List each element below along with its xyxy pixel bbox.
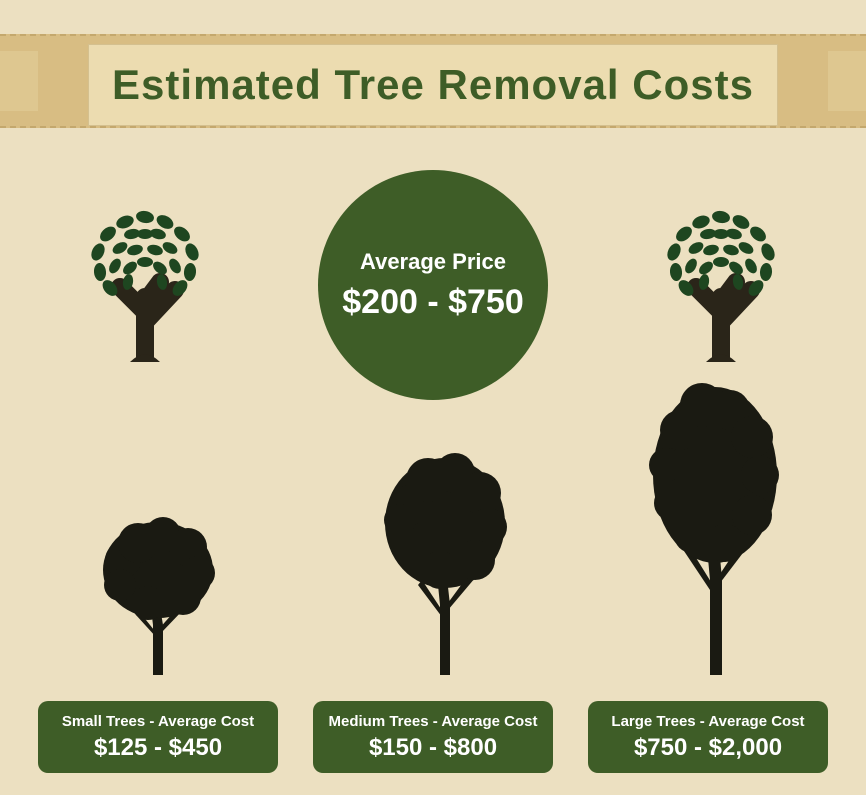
average-price-label: Average Price	[360, 249, 506, 275]
large-tree-card: Large Trees - Average Cost $750 - $2,000	[588, 701, 828, 773]
large-tree-icon	[630, 375, 800, 675]
small-tree-card: Small Trees - Average Cost $125 - $450	[38, 701, 278, 773]
page-title: Estimated Tree Removal Costs	[112, 61, 754, 109]
small-tree-label: Small Trees - Average Cost	[62, 713, 254, 730]
average-price-circle: Average Price $200 - $750	[318, 170, 548, 400]
title-card: Estimated Tree Removal Costs	[88, 44, 778, 126]
average-price-value: $200 - $750	[342, 283, 524, 322]
decorative-tree-icon	[636, 182, 806, 362]
medium-tree-icon	[370, 445, 520, 675]
medium-tree-label: Medium Trees - Average Cost	[329, 713, 538, 730]
medium-tree-value: $150 - $800	[369, 734, 497, 762]
large-tree-value: $750 - $2,000	[634, 734, 782, 762]
decorative-tree-icon	[60, 182, 230, 362]
edge-block-right	[828, 51, 866, 111]
edge-block-left	[0, 51, 38, 111]
small-tree-icon	[88, 505, 228, 675]
content-area: Average Price $200 - $750 Small Trees - …	[0, 160, 866, 795]
small-tree-value: $125 - $450	[94, 734, 222, 762]
medium-tree-card: Medium Trees - Average Cost $150 - $800	[313, 701, 553, 773]
large-tree-label: Large Trees - Average Cost	[611, 713, 804, 730]
